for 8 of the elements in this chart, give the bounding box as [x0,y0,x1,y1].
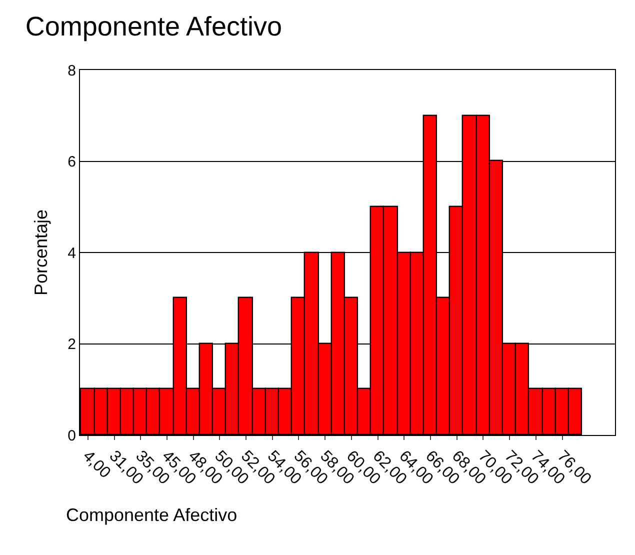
y-tick-label: 0 [68,427,76,444]
y-tick-label: 4 [68,244,76,262]
y-tick-label: 2 [68,336,76,353]
y-axis-title: Porcentaje [30,209,51,296]
y-tick-label: 8 [68,62,76,80]
x-axis-title: Componente Afectivo [66,505,238,525]
y-tick-label: 6 [68,154,76,170]
chart-title: Componente Afectivo [25,12,282,42]
